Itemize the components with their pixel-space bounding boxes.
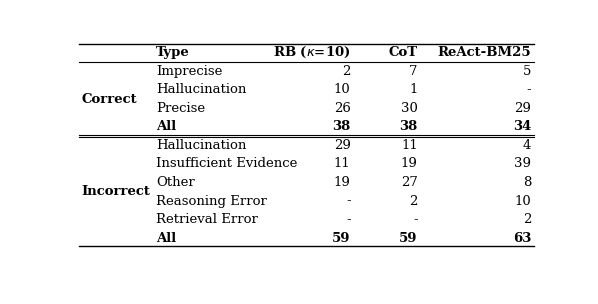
Text: All: All [156,232,176,245]
Text: Hallucination: Hallucination [156,139,246,152]
Text: 30: 30 [401,102,417,115]
Text: 4: 4 [523,139,531,152]
Text: 5: 5 [523,65,531,78]
Text: 1: 1 [409,83,417,96]
Text: 27: 27 [401,176,417,189]
Text: 59: 59 [332,232,350,245]
Text: 10: 10 [334,83,350,96]
Text: 38: 38 [399,120,417,133]
Text: Retrieval Error: Retrieval Error [156,213,258,226]
Text: -: - [413,213,417,226]
Text: RB ($\kappa$=10): RB ($\kappa$=10) [273,45,350,60]
Text: 29: 29 [514,102,531,115]
Text: Precise: Precise [156,102,205,115]
Text: 2: 2 [523,213,531,226]
Text: 34: 34 [513,120,531,133]
Text: 59: 59 [399,232,417,245]
Text: 29: 29 [334,139,350,152]
Text: Hallucination: Hallucination [156,83,246,96]
Text: 19: 19 [334,176,350,189]
Text: CoT: CoT [389,46,417,59]
Text: 39: 39 [514,157,531,171]
Text: -: - [346,195,350,208]
Text: All: All [156,120,176,133]
Text: Type: Type [156,46,190,59]
Text: Insufficient Evidence: Insufficient Evidence [156,157,297,171]
Text: 7: 7 [409,65,417,78]
Text: 8: 8 [523,176,531,189]
Text: 2: 2 [342,65,350,78]
Text: 11: 11 [401,139,417,152]
Text: ReAct-BM25: ReAct-BM25 [438,46,531,59]
Text: -: - [346,213,350,226]
Text: 38: 38 [332,120,350,133]
Text: 11: 11 [334,157,350,171]
Text: Reasoning Error: Reasoning Error [156,195,267,208]
Text: Incorrect: Incorrect [82,185,151,198]
Text: 63: 63 [513,232,531,245]
Text: Other: Other [156,176,194,189]
Text: Correct: Correct [82,93,138,105]
Text: 26: 26 [334,102,350,115]
Text: 10: 10 [514,195,531,208]
Text: 19: 19 [401,157,417,171]
Text: 2: 2 [409,195,417,208]
Text: Imprecise: Imprecise [156,65,222,78]
Text: -: - [527,83,531,96]
